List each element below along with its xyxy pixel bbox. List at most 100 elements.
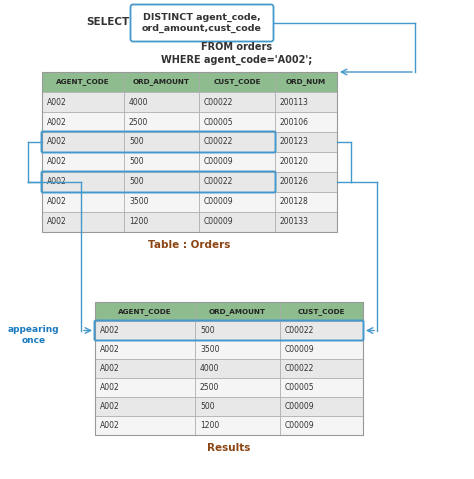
FancyBboxPatch shape — [130, 4, 273, 42]
Text: A002: A002 — [47, 197, 67, 206]
Bar — [199, 92, 275, 112]
Bar — [124, 72, 199, 92]
Bar — [42, 132, 124, 152]
Bar — [42, 72, 337, 232]
Bar — [42, 192, 124, 212]
Text: 500: 500 — [129, 178, 144, 186]
Text: A002: A002 — [100, 402, 120, 411]
Text: 200120: 200120 — [280, 158, 309, 167]
Text: Results: Results — [207, 443, 251, 453]
Bar — [95, 397, 195, 416]
Bar — [280, 397, 363, 416]
Text: C00005: C00005 — [204, 117, 234, 126]
Bar — [42, 112, 124, 132]
Bar — [195, 340, 280, 359]
Text: 2500: 2500 — [200, 383, 219, 392]
Bar — [42, 212, 124, 232]
Text: C00009: C00009 — [285, 345, 315, 354]
Text: AGENT_CODE: AGENT_CODE — [56, 79, 110, 85]
Text: 1200: 1200 — [200, 421, 219, 430]
Bar — [199, 152, 275, 172]
Bar — [199, 192, 275, 212]
Bar — [275, 92, 337, 112]
Bar — [195, 397, 280, 416]
Text: 4000: 4000 — [200, 364, 219, 373]
Bar — [195, 321, 280, 340]
Bar — [275, 192, 337, 212]
Bar — [124, 112, 199, 132]
Text: Table : Orders: Table : Orders — [148, 240, 231, 250]
Text: 1200: 1200 — [129, 217, 148, 227]
Bar — [275, 212, 337, 232]
Text: CUST_CODE: CUST_CODE — [213, 79, 261, 85]
Bar — [124, 152, 199, 172]
Bar — [95, 321, 195, 340]
Bar — [42, 172, 124, 192]
Text: C00009: C00009 — [285, 402, 315, 411]
Bar — [195, 378, 280, 397]
Text: C00022: C00022 — [285, 326, 314, 335]
Text: ORD_AMOUNT: ORD_AMOUNT — [209, 308, 266, 315]
Text: 200123: 200123 — [280, 137, 309, 147]
Text: AGENT_CODE: AGENT_CODE — [118, 308, 172, 315]
Bar — [275, 72, 337, 92]
Text: C00022: C00022 — [285, 364, 314, 373]
Bar — [42, 92, 124, 112]
Text: 200126: 200126 — [280, 178, 309, 186]
Bar — [275, 172, 337, 192]
Bar — [95, 416, 195, 435]
Bar — [95, 302, 195, 321]
Bar — [199, 132, 275, 152]
Bar — [42, 72, 124, 92]
Text: A002: A002 — [100, 364, 120, 373]
Text: C00022: C00022 — [204, 137, 233, 147]
Text: SELECT: SELECT — [87, 17, 130, 27]
Text: C00009: C00009 — [204, 158, 234, 167]
Text: C00022: C00022 — [204, 98, 233, 106]
Bar — [280, 378, 363, 397]
Bar — [124, 192, 199, 212]
Text: CUST_CODE: CUST_CODE — [298, 308, 345, 315]
Text: WHERE agent_code='A002';: WHERE agent_code='A002'; — [161, 55, 313, 65]
Bar — [195, 302, 280, 321]
Text: C00022: C00022 — [204, 178, 233, 186]
Text: A002: A002 — [47, 217, 67, 227]
Text: 500: 500 — [200, 326, 215, 335]
Text: ORD_NUM: ORD_NUM — [286, 79, 326, 85]
Bar — [124, 212, 199, 232]
Text: 2500: 2500 — [129, 117, 148, 126]
Bar — [95, 340, 195, 359]
Text: A002: A002 — [47, 158, 67, 167]
Text: C00009: C00009 — [204, 197, 234, 206]
Text: ORD_AMOUNT: ORD_AMOUNT — [133, 79, 190, 85]
Text: A002: A002 — [47, 137, 67, 147]
Text: A002: A002 — [47, 98, 67, 106]
Bar — [275, 132, 337, 152]
Bar — [124, 172, 199, 192]
Bar — [199, 112, 275, 132]
Bar — [280, 416, 363, 435]
Bar — [124, 92, 199, 112]
Text: C00009: C00009 — [285, 421, 315, 430]
Bar — [199, 72, 275, 92]
Bar — [275, 112, 337, 132]
Text: 200128: 200128 — [280, 197, 309, 206]
Text: 500: 500 — [129, 158, 144, 167]
Text: A002: A002 — [100, 326, 120, 335]
Bar — [95, 359, 195, 378]
Text: A002: A002 — [100, 345, 120, 354]
Bar — [199, 172, 275, 192]
Text: 3500: 3500 — [200, 345, 219, 354]
Bar — [280, 340, 363, 359]
Bar — [275, 152, 337, 172]
Bar — [42, 152, 124, 172]
Text: A002: A002 — [100, 421, 120, 430]
Bar — [124, 132, 199, 152]
Bar — [280, 321, 363, 340]
Bar — [280, 359, 363, 378]
Text: 200133: 200133 — [280, 217, 309, 227]
Bar — [280, 302, 363, 321]
Text: DISTINCT agent_code,
ord_amount,cust_code: DISTINCT agent_code, ord_amount,cust_cod… — [142, 13, 262, 33]
Text: 4000: 4000 — [129, 98, 148, 106]
Text: 3500: 3500 — [129, 197, 148, 206]
